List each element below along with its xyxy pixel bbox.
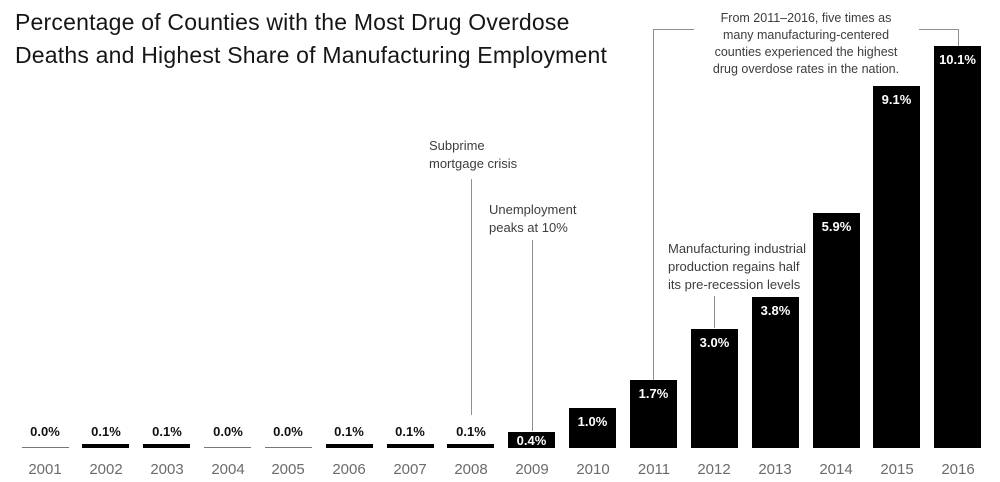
value-label-2008: 0.1% — [456, 424, 486, 439]
annotation-bracket-line-1: From 2011–2016, five times as — [720, 11, 892, 25]
bar-2016 — [934, 46, 981, 448]
bar-2012 — [691, 329, 738, 448]
annotation-leader-line-bracket-4 — [958, 29, 959, 46]
value-label-2013: 3.8% — [760, 303, 791, 318]
x-axis-label-2011: 2011 — [637, 461, 671, 478]
bar-2001 — [22, 447, 69, 448]
x-axis-label-2013: 2013 — [758, 461, 792, 478]
bar-2008 — [447, 444, 494, 448]
value-label-2002: 0.1% — [91, 424, 121, 439]
value-label-2006: 0.1% — [334, 424, 364, 439]
annotation-leader-line-subprime-1 — [471, 179, 472, 415]
bar-2005 — [265, 447, 312, 448]
annotation-subprime-line-1: Subprime — [429, 138, 485, 153]
x-axis-label-2010: 2010 — [576, 461, 610, 478]
annotation-leader-line-bracket-3 — [919, 29, 958, 30]
x-axis-label-2007: 2007 — [393, 461, 427, 478]
annotation-bracket-line-4: drug overdose rates in the nation. — [712, 62, 900, 76]
annotation-unemployment-line-1: Unemployment — [489, 202, 577, 217]
bar-2014 — [813, 213, 860, 448]
bar-2013 — [752, 297, 799, 448]
annotation-bracket: From 2011–2016, five times as many manufa… — [696, 10, 916, 78]
x-axis-label-2008: 2008 — [454, 461, 488, 478]
bar-2010 — [569, 408, 616, 448]
annotation-manufacturing-line-3: its pre-recession levels — [668, 277, 801, 292]
x-axis-label-2014: 2014 — [819, 461, 853, 478]
chart-title: Percentage of Counties with the Most Dru… — [15, 6, 607, 72]
value-label-2010: 1.0% — [577, 414, 608, 429]
value-label-2007: 0.1% — [395, 424, 425, 439]
value-label-2005: 0.0% — [273, 424, 303, 439]
x-axis-label-2016: 2016 — [941, 461, 975, 478]
annotation-leader-line-manufacturing-1 — [714, 296, 715, 328]
annotation-manufacturing-line-2: production regains half — [668, 259, 800, 274]
annotation-manufacturing: Manufacturing industrial production regai… — [668, 240, 806, 294]
annotation-bracket-line-2: many manufacturing-centered — [722, 28, 890, 42]
bar-2011 — [630, 380, 677, 448]
x-axis-label-2015: 2015 — [880, 461, 914, 478]
value-label-2001: 0.0% — [30, 424, 60, 439]
annotation-subprime: Subprime mortgage crisis — [429, 137, 517, 173]
bar-2004 — [204, 447, 251, 448]
value-label-2004: 0.0% — [213, 424, 243, 439]
x-axis-label-2002: 2002 — [89, 461, 123, 478]
annotation-bracket-line-3: counties experienced the highest — [714, 45, 898, 59]
value-label-2011: 1.7% — [638, 386, 669, 401]
bar-2015 — [873, 86, 920, 448]
value-label-2014: 5.9% — [821, 219, 852, 234]
bar-2007 — [387, 444, 434, 448]
x-axis-label-2004: 2004 — [211, 461, 245, 478]
value-label-2012: 3.0% — [699, 335, 730, 350]
bar-2003 — [143, 444, 190, 448]
x-axis-label-2005: 2005 — [271, 461, 305, 478]
annotation-unemployment: Unemployment peaks at 10% — [489, 201, 576, 237]
value-label-2003: 0.1% — [152, 424, 182, 439]
annotation-leader-line-bracket-2 — [653, 29, 654, 380]
annotation-leader-line-unemployment-1 — [532, 240, 533, 431]
x-axis-label-2003: 2003 — [150, 461, 184, 478]
x-axis-label-2009: 2009 — [515, 461, 549, 478]
bar-2009 — [508, 432, 555, 448]
bar-2002 — [82, 444, 129, 448]
chart-title-line-1: Percentage of Counties with the Most Dru… — [15, 9, 570, 35]
value-label-2015: 9.1% — [881, 92, 912, 107]
bar-2006 — [326, 444, 373, 448]
chart-title-line-2: Deaths and Highest Share of Manufacturin… — [15, 42, 608, 68]
x-axis-label-2012: 2012 — [697, 461, 731, 478]
value-label-2009: 0.4% — [516, 433, 547, 448]
annotation-unemployment-line-2: peaks at 10% — [489, 220, 568, 235]
annotation-leader-line-bracket-1 — [653, 29, 694, 30]
annotation-subprime-line-2: mortgage crisis — [429, 156, 518, 171]
value-label-2016: 10.1% — [939, 52, 976, 67]
x-axis-label-2001: 2001 — [28, 461, 62, 478]
annotation-manufacturing-line-1: Manufacturing industrial — [668, 241, 807, 256]
x-axis-label-2006: 2006 — [332, 461, 366, 478]
